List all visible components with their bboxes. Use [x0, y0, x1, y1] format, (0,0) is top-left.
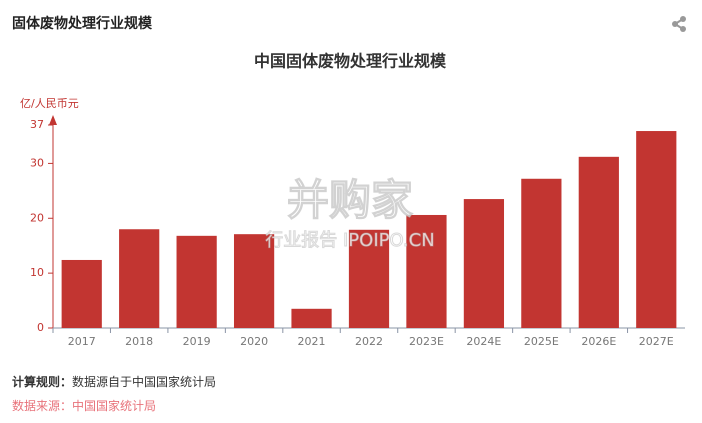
y-axis-label: 亿/人民币元	[20, 97, 79, 110]
bar	[233, 234, 275, 328]
watermark: 行业报告 IPOIPO.CN	[265, 230, 434, 251]
bar	[636, 131, 677, 328]
x-tick-label: 2020	[240, 335, 268, 348]
bar	[61, 259, 102, 328]
y-tick-label: 0	[37, 321, 44, 334]
y-tick-label: 20	[30, 211, 44, 224]
watermark: 并购家	[287, 176, 413, 225]
bar	[578, 156, 619, 328]
x-tick-label: 2022	[355, 335, 383, 348]
x-tick-label: 2024E	[466, 335, 501, 348]
x-tick-label: 2027E	[639, 335, 674, 348]
x-tick-label: 2018	[125, 335, 153, 348]
y-tick-label: 10	[30, 266, 44, 279]
source-label: 数据来源：	[12, 399, 73, 413]
rule-label: 计算规则：	[12, 375, 73, 389]
x-tick-label: 2019	[183, 335, 211, 348]
footer-source: 数据来源：中国国家统计局	[12, 397, 156, 414]
bar	[291, 308, 332, 328]
x-tick-label: 2023E	[409, 335, 444, 348]
x-tick-label: 2026E	[581, 335, 616, 348]
header-title: 固体废物处理行业规模	[12, 15, 153, 32]
y-tick-label: 37	[30, 118, 44, 131]
bar	[348, 229, 390, 328]
rule-text: 数据源自于中国国家统计局	[72, 375, 217, 389]
source-text: 中国国家统计局	[72, 399, 157, 413]
y-tick-label: 30	[30, 156, 44, 169]
x-tick-label: 2017	[68, 335, 96, 348]
x-tick-label: 2025E	[524, 335, 559, 348]
footer-rule: 计算规则：数据源自于中国国家统计局	[12, 373, 216, 390]
y-axis-arrow	[49, 115, 57, 125]
x-tick-label: 2021	[298, 335, 326, 348]
bar	[406, 214, 447, 328]
bar	[176, 235, 217, 328]
bar	[119, 229, 160, 328]
chart-title: 中国固体废物处理行业规模	[254, 52, 447, 71]
bar	[521, 178, 562, 328]
share-icon[interactable]	[672, 16, 686, 32]
bar	[463, 199, 505, 328]
